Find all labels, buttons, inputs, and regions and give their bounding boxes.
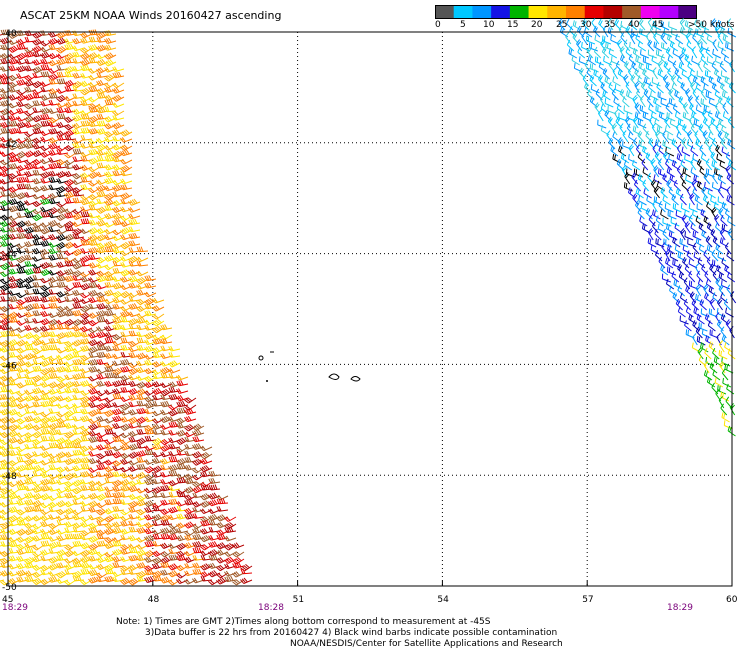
legend-swatch (453, 5, 473, 19)
legend-swatch (547, 5, 567, 19)
legend-swatch (566, 5, 586, 19)
lat-label: -46 (2, 361, 17, 371)
legend-swatch (603, 5, 623, 19)
lon-label: 60 (726, 595, 738, 605)
time-label: 18:29 (2, 603, 28, 613)
note-line-3: NOAA/NESDIS/Center for Satellite Applica… (290, 639, 563, 649)
legend-swatch (584, 5, 604, 19)
lon-label: 48 (148, 595, 160, 605)
legend-label: 25 (556, 20, 568, 30)
legend-swatch (472, 5, 492, 19)
lon-label: 57 (582, 595, 593, 605)
lat-label: -42 (2, 140, 17, 150)
legend-swatch (640, 5, 661, 19)
lon-label: 45 (2, 595, 13, 605)
legend-label: 15 (507, 20, 519, 30)
axis-labels: -40 -42 -44 -46 -48 -50 45 48 51 54 57 60 18:29 18:28… (2, 29, 738, 613)
lat-label: -48 (2, 472, 17, 482)
lat-label: -40 (2, 29, 17, 39)
legend-label: 40 (628, 20, 640, 30)
legend-label: 10 (483, 20, 495, 30)
time-label: 18:28 (258, 603, 284, 613)
legend-label: 30 (580, 20, 592, 30)
note-line-1: Note: 1) Times are GMT 2)Times along bot… (116, 617, 491, 627)
legend-label: 5 (460, 20, 466, 30)
legend-swatch (435, 5, 455, 19)
legend-label: 45 (652, 20, 664, 30)
legend-swatch (528, 5, 548, 19)
lon-label: 51 (293, 595, 304, 605)
legend-label: 35 (604, 20, 616, 30)
lon-label: 54 (437, 595, 449, 605)
legend-swatch (659, 5, 679, 19)
legend-swatch (622, 5, 642, 19)
legend-label: 20 (531, 20, 543, 30)
islands (258, 351, 361, 382)
lat-label: -50 (2, 583, 17, 593)
legend-swatch (509, 5, 530, 19)
right-swath-barbs (558, 18, 737, 437)
map-frame (7, 31, 733, 587)
legend-label: >50 knots (688, 20, 735, 30)
map-title: ASCAT 25KM NOAA Winds 20160427 ascending (20, 9, 282, 22)
lat-label: -44 (2, 251, 17, 261)
legend-swatch (491, 5, 511, 19)
wind-speed-colorbar (435, 5, 697, 19)
wind-map: -40 -42 -44 -46 -48 -50 45 48 51 54 57 60 18:29 18:28… (0, 18, 738, 613)
note-line-2: 3)Data buffer is 22 hrs from 20160427 4)… (145, 628, 558, 638)
time-label: 18:29 (667, 603, 693, 613)
legend-swatch (678, 5, 697, 19)
left-swath-barbs (0, 29, 253, 586)
legend-label: 0 (435, 20, 441, 30)
